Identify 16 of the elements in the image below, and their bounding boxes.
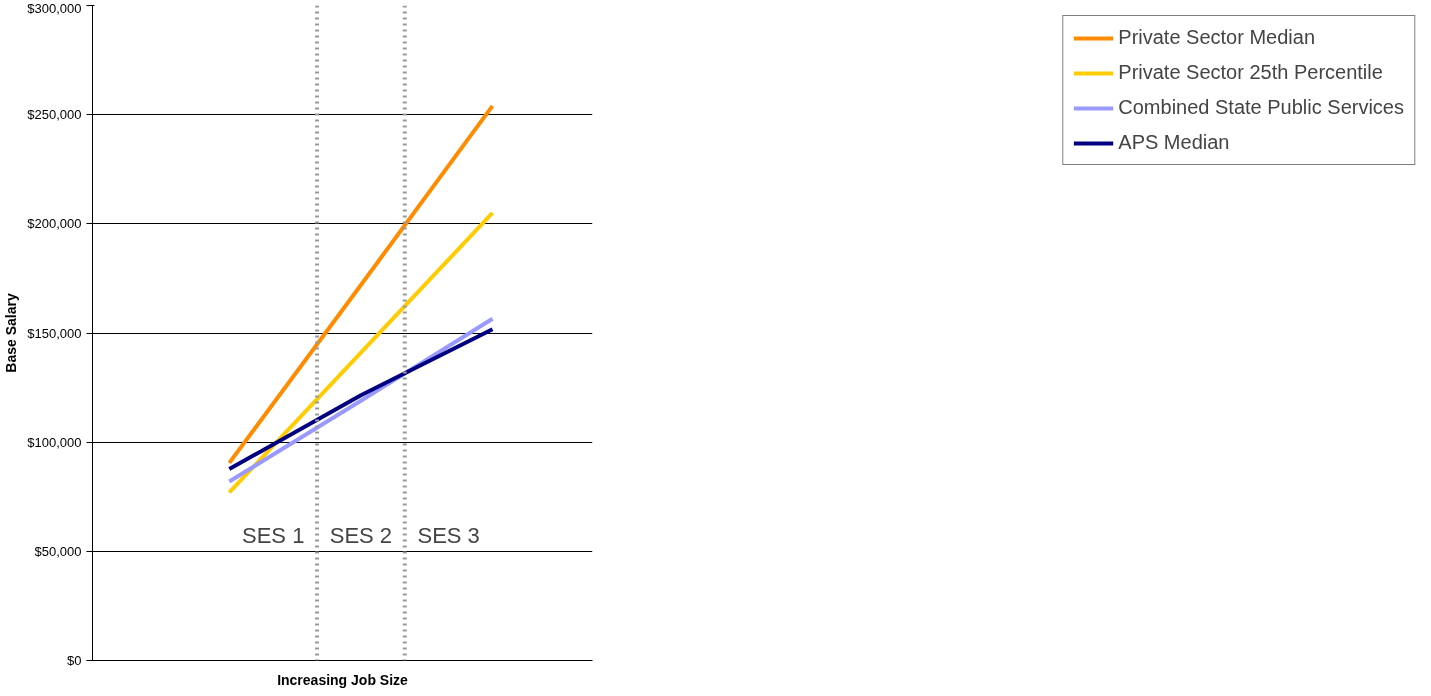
y-tick-label: $50,000: [34, 543, 82, 559]
annotation: SES 3: [417, 523, 480, 548]
y-tick-label: $150,000: [27, 325, 82, 341]
y-tick-label: $100,000: [27, 434, 82, 450]
legend-label: APS Median: [1118, 131, 1230, 154]
legend-label: Private Sector Median: [1118, 26, 1316, 49]
y-axis-title: Base Salary: [3, 293, 20, 373]
annotation: SES 1: [242, 523, 305, 548]
y-tick-label: $200,000: [27, 216, 82, 232]
y-tick-label: $300,000: [27, 0, 82, 16]
annotation: SES 2: [329, 523, 393, 548]
legend-label: Private Sector 25th Percentile: [1118, 61, 1383, 84]
y-tick-label: $250,000: [27, 107, 82, 123]
y-tick-label: $0: [67, 653, 82, 668]
legend-label: Combined State Public Services: [1118, 96, 1404, 119]
x-axis-title: Increasing Job Size: [277, 671, 409, 688]
